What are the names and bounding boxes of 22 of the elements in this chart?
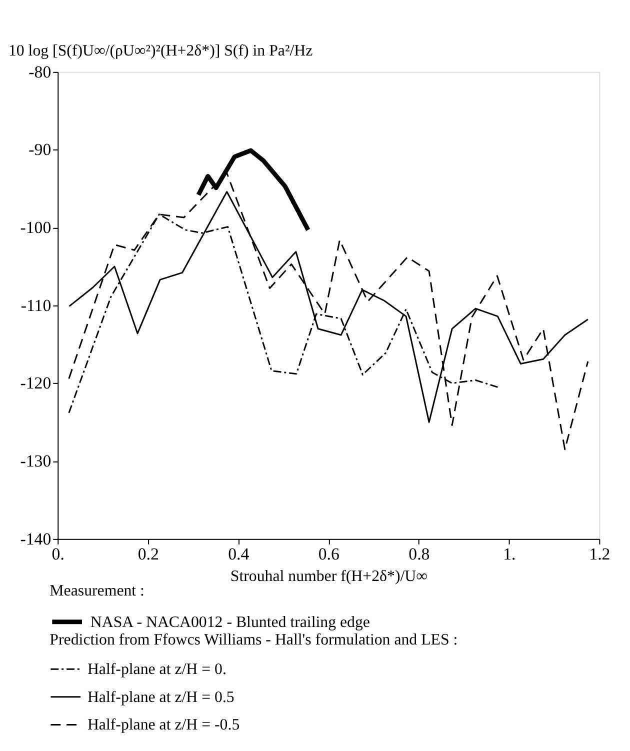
text: Measurement : bbox=[50, 582, 144, 600]
x-tick-label: 1. bbox=[503, 544, 516, 564]
y-tick-label: -130 bbox=[20, 452, 52, 471]
legend-label: NASA - NACA0012 - Blunted trailing edge bbox=[90, 614, 370, 631]
y-tick-label: -140 bbox=[20, 529, 52, 548]
text: Prediction from Ffowcs Williams - Hall's formulation and LES : bbox=[50, 631, 458, 648]
x-tick-label: 0.2 bbox=[138, 544, 159, 564]
x-tick-label: 0.4 bbox=[228, 544, 250, 564]
y-tick-label: -100 bbox=[20, 218, 52, 238]
legend-label: Half-plane at z/H = -0.5 bbox=[87, 716, 240, 734]
x-tick-label: 0.8 bbox=[408, 544, 430, 564]
y-tick-label: -110 bbox=[20, 296, 52, 315]
y-tick-label: -120 bbox=[20, 374, 52, 393]
y-tick-label: -90 bbox=[28, 140, 52, 160]
legend-label: Half-plane at z/H = 0. bbox=[87, 661, 226, 678]
y-tick-label: -80 bbox=[28, 62, 52, 82]
x-tick-label: 1.2 bbox=[589, 544, 610, 564]
x-axis-title: Strouhal number f(H+2δ*)/U∞ bbox=[230, 568, 428, 586]
y-axis-title: 10 log [S(f)U∞/(ρU∞²)²(H+2δ*)] S(f) in Pa²/Hz bbox=[8, 42, 313, 60]
x-tick-label: 0. bbox=[52, 544, 64, 564]
x-tick-label: 0.6 bbox=[318, 544, 340, 564]
legend-label: Half-plane at z/H = 0.5 bbox=[87, 688, 234, 706]
